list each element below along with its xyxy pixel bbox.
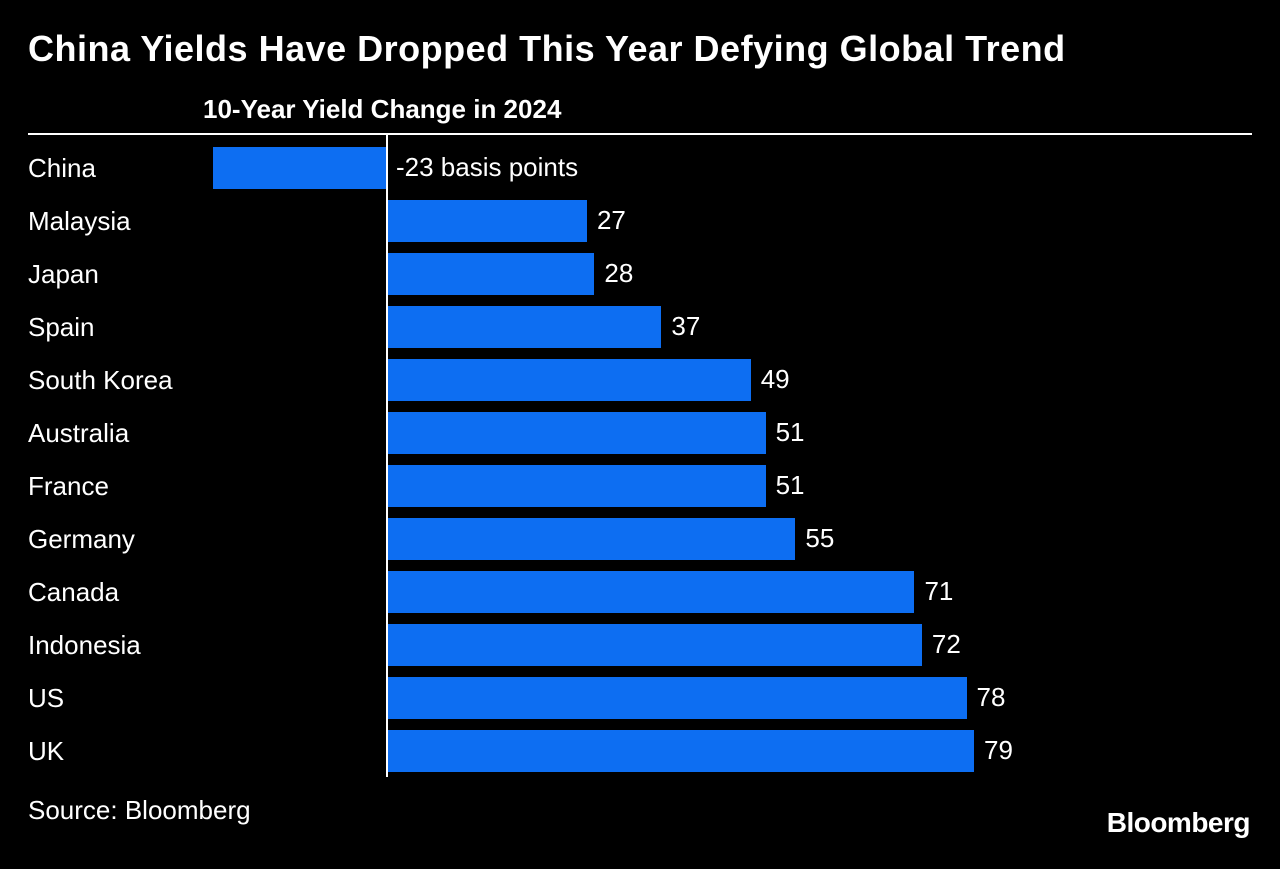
bar	[386, 306, 661, 348]
bar-zone: 49	[213, 353, 1252, 406]
bar-row: Spain 37	[28, 300, 1252, 353]
category-label: Germany	[28, 522, 213, 555]
bar	[386, 571, 914, 613]
value-label: 55	[805, 523, 834, 554]
category-label: Canada	[28, 575, 213, 608]
bar	[386, 518, 795, 560]
category-label: South Korea	[28, 363, 213, 396]
bar	[386, 624, 922, 666]
bar-row: US 78	[28, 671, 1252, 724]
zero-axis	[386, 135, 388, 777]
value-label: 51	[776, 417, 805, 448]
category-label: US	[28, 681, 213, 714]
bar	[213, 147, 386, 189]
category-label: Japan	[28, 257, 213, 290]
bar-zone: 27	[213, 194, 1252, 247]
bar-row: UK 79	[28, 724, 1252, 777]
bar-row: Japan 28	[28, 247, 1252, 300]
value-label: 72	[932, 629, 961, 660]
value-label: 51	[776, 470, 805, 501]
bar	[386, 677, 967, 719]
brand-logo: Bloomberg	[1107, 807, 1250, 839]
bar	[386, 465, 766, 507]
value-label: -23 basis points	[396, 152, 578, 183]
bar-row: Canada 71	[28, 565, 1252, 618]
value-label: 49	[761, 364, 790, 395]
bar	[386, 730, 974, 772]
chart-container: China Yields Have Dropped This Year Defy…	[0, 0, 1280, 869]
bar-row: China -23 basis points	[28, 141, 1252, 194]
value-label: 27	[597, 205, 626, 236]
bar	[386, 412, 766, 454]
bar-zone: 71	[213, 565, 1252, 618]
chart-subtitle: 10-Year Yield Change in 2024	[203, 94, 1252, 125]
bar-row: Malaysia 27	[28, 194, 1252, 247]
category-label: Australia	[28, 416, 213, 449]
chart-plot-area: China -23 basis points Malaysia 27 Japan 28 Sp…	[28, 133, 1252, 777]
category-label: China	[28, 151, 213, 184]
value-label: 71	[924, 576, 953, 607]
bar-row: France 51	[28, 459, 1252, 512]
value-label: 37	[671, 311, 700, 342]
category-label: Spain	[28, 310, 213, 343]
bar-zone: 72	[213, 618, 1252, 671]
bar-row: Australia 51	[28, 406, 1252, 459]
bar-zone: -23 basis points	[213, 141, 1252, 194]
chart-source: Source: Bloomberg	[28, 795, 1252, 826]
bar-zone: 79	[213, 724, 1252, 777]
bar-row: Indonesia 72	[28, 618, 1252, 671]
bar-row: Germany 55	[28, 512, 1252, 565]
bar-zone: 37	[213, 300, 1252, 353]
bar	[386, 200, 587, 242]
bar-zone: 78	[213, 671, 1252, 724]
category-label: UK	[28, 734, 213, 767]
bar-zone: 28	[213, 247, 1252, 300]
bar	[386, 253, 594, 295]
bar	[386, 359, 751, 401]
value-label: 78	[977, 682, 1006, 713]
bar-zone: 55	[213, 512, 1252, 565]
category-label: France	[28, 469, 213, 502]
category-label: Malaysia	[28, 204, 213, 237]
bar-zone: 51	[213, 459, 1252, 512]
chart-title: China Yields Have Dropped This Year Defy…	[28, 28, 1252, 70]
value-label: 79	[984, 735, 1013, 766]
bar-row: South Korea 49	[28, 353, 1252, 406]
category-label: Indonesia	[28, 628, 213, 661]
value-label: 28	[604, 258, 633, 289]
bar-zone: 51	[213, 406, 1252, 459]
